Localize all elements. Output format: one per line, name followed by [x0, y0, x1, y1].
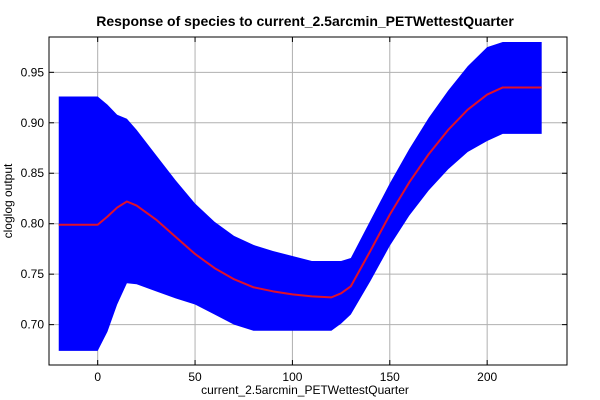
plot-area	[58, 42, 542, 351]
y-tick-label: 0.90	[21, 116, 45, 130]
x-tick-label: 150	[380, 370, 400, 384]
axis-ticks: 0 50 100 150 200 0.70 0.75 0.80 0.85 0.90 0.95	[21, 37, 567, 384]
y-tick-label: 0.70	[21, 318, 45, 332]
y-tick-label: 0.80	[21, 217, 45, 231]
plot-frame	[48, 36, 568, 366]
chart-title: Response of species to current_2.5arcmin…	[96, 13, 514, 29]
mean-response-line	[58, 86, 542, 299]
confidence-band	[58, 42, 542, 351]
x-tick-label: 50	[188, 370, 202, 384]
x-tick-label: 100	[282, 370, 302, 384]
x-axis-label: current_2.5arcmin_PETWettestQuarter	[201, 383, 409, 397]
y-tick-label: 0.75	[21, 267, 45, 281]
y-tick-label: 0.85	[21, 166, 45, 180]
y-axis-label: cloglog output	[1, 163, 15, 238]
y-tick-label: 0.95	[21, 65, 45, 79]
x-tick-label: 0	[94, 370, 101, 384]
x-tick-label: 200	[477, 370, 497, 384]
